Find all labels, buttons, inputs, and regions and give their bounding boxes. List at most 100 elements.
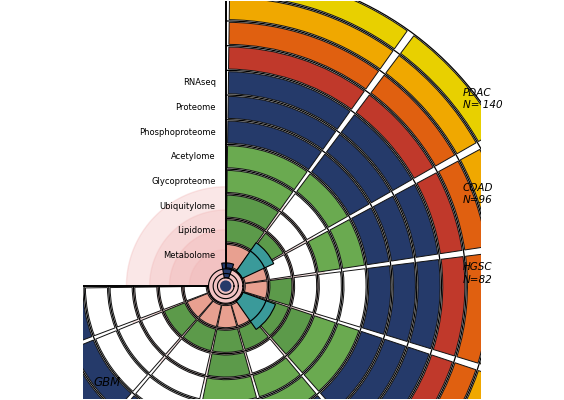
Polygon shape bbox=[169, 230, 282, 342]
Wedge shape bbox=[226, 244, 250, 270]
Wedge shape bbox=[255, 300, 289, 336]
Wedge shape bbox=[239, 292, 265, 317]
Wedge shape bbox=[287, 243, 316, 276]
Wedge shape bbox=[61, 288, 92, 344]
Wedge shape bbox=[341, 115, 412, 190]
Wedge shape bbox=[253, 358, 300, 397]
Wedge shape bbox=[327, 134, 390, 203]
Wedge shape bbox=[202, 376, 257, 400]
Wedge shape bbox=[271, 308, 312, 354]
Wedge shape bbox=[371, 75, 455, 166]
Text: Acetylome: Acetylome bbox=[171, 152, 216, 161]
Wedge shape bbox=[229, 0, 393, 69]
Wedge shape bbox=[168, 339, 210, 375]
Wedge shape bbox=[230, 0, 407, 49]
Wedge shape bbox=[386, 363, 476, 400]
Wedge shape bbox=[373, 196, 413, 261]
Wedge shape bbox=[118, 322, 164, 373]
Text: Glycoproteome: Glycoproteome bbox=[151, 177, 216, 186]
Wedge shape bbox=[135, 287, 161, 318]
Wedge shape bbox=[11, 288, 46, 362]
Wedge shape bbox=[136, 377, 199, 400]
Wedge shape bbox=[386, 56, 476, 154]
Wedge shape bbox=[308, 231, 340, 272]
Wedge shape bbox=[228, 47, 364, 109]
Wedge shape bbox=[457, 254, 490, 363]
Wedge shape bbox=[228, 121, 321, 170]
Wedge shape bbox=[395, 184, 438, 257]
Wedge shape bbox=[402, 370, 499, 400]
Wedge shape bbox=[339, 269, 366, 327]
Wedge shape bbox=[5, 368, 82, 400]
Wedge shape bbox=[433, 256, 465, 356]
Wedge shape bbox=[50, 350, 115, 400]
Wedge shape bbox=[260, 377, 316, 400]
Wedge shape bbox=[213, 329, 244, 352]
Wedge shape bbox=[288, 316, 336, 373]
Wedge shape bbox=[320, 332, 382, 400]
Wedge shape bbox=[400, 36, 497, 142]
Text: PDAC
N= 140: PDAC N= 140 bbox=[462, 88, 503, 110]
Wedge shape bbox=[227, 170, 293, 210]
Wedge shape bbox=[481, 250, 514, 370]
Wedge shape bbox=[187, 294, 213, 317]
Wedge shape bbox=[246, 339, 284, 373]
Wedge shape bbox=[482, 138, 535, 242]
Polygon shape bbox=[149, 210, 302, 362]
Wedge shape bbox=[73, 340, 131, 400]
Wedge shape bbox=[439, 161, 487, 250]
Wedge shape bbox=[268, 278, 292, 306]
Wedge shape bbox=[330, 220, 364, 268]
Wedge shape bbox=[208, 352, 250, 377]
Text: GBM: GBM bbox=[93, 376, 121, 389]
Wedge shape bbox=[229, 22, 378, 89]
Text: HGSC
N=82: HGSC N=82 bbox=[462, 262, 492, 285]
Polygon shape bbox=[126, 187, 325, 385]
Wedge shape bbox=[282, 194, 326, 240]
Wedge shape bbox=[351, 208, 389, 265]
Wedge shape bbox=[227, 195, 279, 230]
Wedge shape bbox=[85, 288, 115, 336]
Wedge shape bbox=[312, 154, 369, 215]
Wedge shape bbox=[409, 260, 440, 349]
Wedge shape bbox=[227, 146, 307, 190]
Wedge shape bbox=[228, 96, 336, 150]
Wedge shape bbox=[222, 263, 233, 278]
Wedge shape bbox=[460, 150, 511, 246]
Wedge shape bbox=[243, 266, 267, 283]
Wedge shape bbox=[164, 303, 196, 336]
Wedge shape bbox=[292, 275, 316, 313]
Wedge shape bbox=[239, 320, 268, 350]
Wedge shape bbox=[0, 387, 50, 400]
Wedge shape bbox=[0, 396, 33, 400]
Wedge shape bbox=[504, 248, 539, 378]
Wedge shape bbox=[363, 266, 391, 334]
Wedge shape bbox=[27, 359, 99, 400]
Wedge shape bbox=[183, 320, 216, 351]
Wedge shape bbox=[226, 220, 264, 250]
Wedge shape bbox=[265, 255, 291, 280]
Wedge shape bbox=[0, 289, 23, 370]
Wedge shape bbox=[267, 213, 305, 252]
Wedge shape bbox=[184, 286, 208, 301]
Wedge shape bbox=[237, 253, 262, 276]
Polygon shape bbox=[190, 250, 262, 322]
Wedge shape bbox=[236, 243, 274, 278]
Wedge shape bbox=[110, 287, 138, 327]
Text: Proteome: Proteome bbox=[175, 103, 216, 112]
Wedge shape bbox=[231, 301, 253, 326]
Wedge shape bbox=[356, 95, 433, 178]
Text: Ubiquitylome: Ubiquitylome bbox=[160, 202, 216, 211]
Wedge shape bbox=[337, 339, 406, 400]
Wedge shape bbox=[160, 287, 184, 310]
Wedge shape bbox=[353, 347, 429, 400]
Wedge shape bbox=[228, 72, 350, 129]
Circle shape bbox=[221, 281, 231, 291]
Wedge shape bbox=[152, 358, 205, 399]
Wedge shape bbox=[297, 174, 347, 227]
Text: Phosphoproteome: Phosphoproteome bbox=[139, 128, 216, 136]
Wedge shape bbox=[315, 272, 341, 320]
Text: COAD
N=96: COAD N=96 bbox=[462, 183, 494, 205]
Wedge shape bbox=[304, 324, 359, 391]
Wedge shape bbox=[0, 377, 66, 400]
